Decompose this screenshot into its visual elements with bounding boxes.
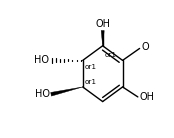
Text: HO: HO — [35, 89, 50, 99]
Text: or1: or1 — [105, 52, 117, 58]
Text: HO: HO — [34, 55, 49, 65]
Text: O: O — [141, 42, 149, 52]
Polygon shape — [51, 87, 83, 96]
Text: or1: or1 — [85, 79, 97, 85]
Polygon shape — [101, 30, 104, 46]
Text: OH: OH — [95, 19, 110, 29]
Text: or1: or1 — [85, 64, 97, 70]
Text: OH: OH — [139, 92, 154, 102]
